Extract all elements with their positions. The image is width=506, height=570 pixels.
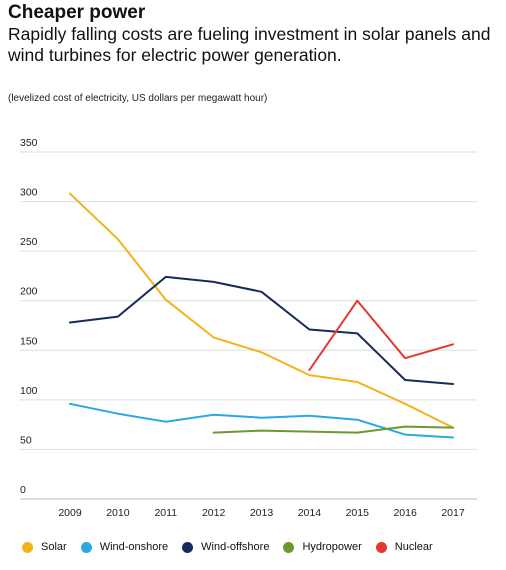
x-tick-label: 2012: [202, 507, 226, 519]
y-tick-label: 100: [20, 385, 38, 397]
x-tick-label: 2014: [298, 507, 322, 519]
y-tick-label: 300: [20, 187, 38, 199]
legend-swatch: [80, 541, 92, 553]
legend: Solar Wind-onshore Wind-offshore Hydropower…: [22, 541, 447, 553]
grid: [20, 151, 477, 500]
legend-item: Wind-offshore: [182, 541, 269, 553]
legend-label: Wind-onshore: [99, 541, 169, 553]
x-tick-label: 2016: [393, 507, 417, 519]
series-line-nuclear: [308, 299, 454, 372]
series-line-wind-onshore: [69, 402, 454, 439]
y-tick-label: 50: [20, 434, 32, 446]
legend-item: Hydropower: [283, 541, 362, 553]
y-tick-label: 250: [20, 236, 38, 248]
series-line-wind-offshore: [69, 275, 454, 385]
legend-label: Hydropower: [302, 541, 362, 553]
legend-item: Solar: [22, 541, 67, 553]
legend-swatch: [22, 541, 33, 553]
x-tick-label: 2015: [346, 507, 370, 519]
legend-swatch: [283, 541, 295, 553]
y-axis: 0 50 100 150 200 250 300 350: [20, 137, 38, 496]
x-tick-label: 2017: [441, 507, 465, 519]
series-lines: [69, 192, 454, 439]
legend-swatch: [182, 541, 194, 553]
series-line-solar: [69, 192, 454, 429]
x-axis: 2009 2010 2011 2012 2013 2014 2015 2016 2017: [58, 507, 465, 519]
y-tick-label: 0: [20, 484, 26, 496]
y-tick-label: 200: [20, 286, 38, 298]
units-note: (levelized cost of electricity, US dolla…: [8, 93, 268, 104]
legend-label: Nuclear: [394, 541, 433, 553]
legend-swatch: [375, 541, 387, 553]
x-tick-label: 2011: [154, 507, 177, 519]
x-tick-label: 2010: [106, 507, 130, 519]
legend-label: Wind-offshore: [201, 541, 270, 553]
legend-item: Wind-onshore: [80, 541, 169, 553]
x-tick-label: 2013: [250, 507, 274, 519]
legend-label: Solar: [41, 541, 67, 553]
x-tick-label: 2009: [58, 507, 82, 519]
legend-item: Nuclear: [375, 541, 433, 553]
y-tick-label: 150: [20, 335, 38, 347]
chart-title: Cheaper power: [8, 2, 146, 23]
series-line-hydropower: [212, 425, 454, 434]
chart-subtitle: Rapidly falling costs are fueling invest…: [8, 24, 491, 65]
y-tick-label: 350: [20, 137, 38, 149]
